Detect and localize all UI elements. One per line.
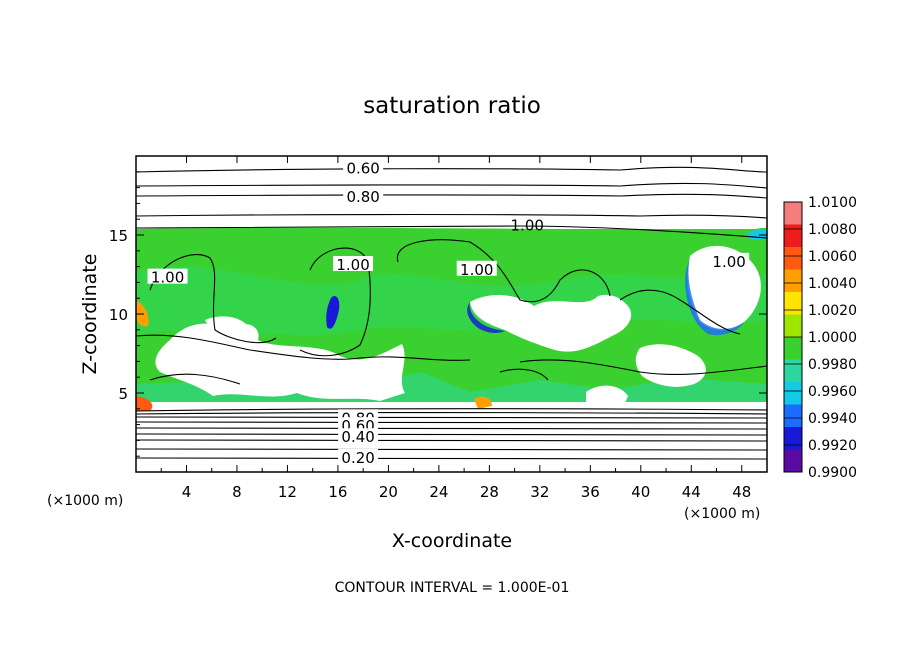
x-tick-label: 48 (732, 483, 751, 501)
contour-label-bg (338, 428, 379, 444)
x-tick-label: 36 (581, 483, 600, 501)
x-tick-label: 32 (530, 483, 549, 501)
contour-label-bg (343, 159, 384, 175)
colorbar-swatch (784, 314, 802, 337)
x-axis: 4 8 12 16 20 24 28 32 36 40 44 48 (160, 156, 751, 501)
contour-label: 1.00 (460, 261, 493, 279)
contour-label: 1.00 (151, 269, 184, 287)
colorbar-label: 1.0040 (808, 276, 857, 292)
colorbar-label: 1.0060 (808, 249, 857, 265)
colorbar-swatch (784, 224, 802, 247)
colorbar-swatch (784, 404, 802, 427)
contour-label-bg (147, 268, 188, 284)
contour-label: 0.40 (341, 428, 374, 446)
saturation-field (136, 227, 767, 412)
x-tick-label: 8 (232, 483, 242, 501)
colorbar-swatch (784, 247, 802, 270)
contour-label: 1.00 (511, 217, 544, 235)
colorbar-swatch (784, 449, 802, 472)
contour-label: 0.20 (341, 449, 374, 467)
contour-label-bg (709, 252, 750, 268)
x-tick-label: 4 (182, 483, 192, 501)
y-tick-label: 15 (109, 227, 128, 245)
contour-label-bg (456, 260, 497, 276)
colorbar-label: 1.0000 (808, 330, 857, 346)
colorbar-swatch (784, 337, 802, 360)
y-tick-label: 10 (109, 306, 128, 324)
colorbar-label: 0.9940 (808, 411, 857, 427)
contour-label-bg (333, 256, 374, 272)
contour-label-bg (338, 448, 379, 464)
colorbar-label: 0.9960 (808, 384, 857, 400)
z-unit-label: (×1000 m) (47, 493, 123, 509)
colorbar-swatch (784, 382, 802, 405)
y-axis: 5 10 15 (109, 171, 767, 457)
colorbar: 1.0100 1.0080 1.0060 1.0040 1.0020 1.0000 0.99… (783, 195, 857, 481)
contour-interval-footer: CONTOUR INTERVAL = 1.000E-01 (335, 580, 570, 596)
contour-label: 0.60 (346, 160, 379, 178)
colorbar-label: 1.0020 (808, 303, 857, 319)
contour-label: 0.80 (346, 188, 379, 206)
colorbar-swatch (784, 269, 802, 292)
colorbar-swatch (784, 292, 802, 315)
x-tick-label: 16 (328, 483, 347, 501)
x-unit-label: (×1000 m) (684, 506, 760, 522)
x-axis-label: X-coordinate (392, 530, 512, 552)
colorbar-label: 0.9980 (808, 357, 857, 373)
colorbar-swatch (784, 359, 802, 382)
x-tick-label: 28 (480, 483, 499, 501)
contour-label: 1.00 (336, 256, 369, 274)
contour-label-bg (343, 188, 384, 204)
y-axis-label: Z-coordinate (79, 254, 101, 375)
chart-title: saturation ratio (363, 93, 541, 119)
x-tick-label: 44 (682, 483, 701, 501)
colorbar-label: 1.0080 (808, 222, 857, 238)
colorbar-swatch (784, 427, 802, 450)
colorbar-label: 1.0100 (808, 195, 857, 211)
x-tick-label: 40 (631, 483, 650, 501)
x-tick-label: 20 (379, 483, 398, 501)
contour-label: 1.00 (712, 253, 745, 271)
colorbar-label: 0.9900 (808, 465, 857, 481)
x-tick-label: 24 (429, 483, 448, 501)
contour-labels: 0.600.801.001.001.001.001.000.800.600.40… (147, 159, 750, 467)
colorbar-swatch (784, 202, 802, 225)
y-tick-label: 5 (118, 385, 128, 403)
x-tick-label: 12 (278, 483, 297, 501)
colorbar-label: 0.9920 (808, 438, 857, 454)
